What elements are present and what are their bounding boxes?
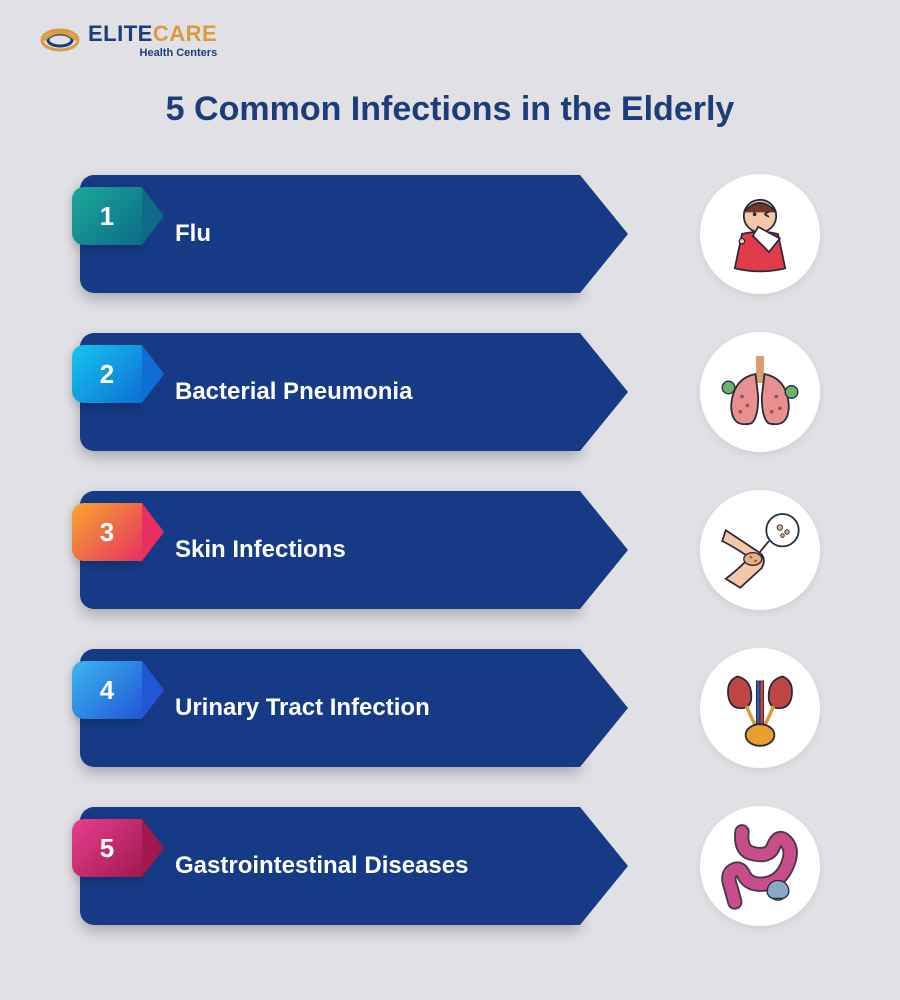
item-number: 5 (100, 833, 114, 864)
list-item: 1 Flu (80, 174, 820, 294)
list-item: 5 Gastrointestinal Diseases (80, 806, 820, 926)
list-item: 3 Skin Infections (80, 490, 820, 610)
item-label: Skin Infections (175, 536, 346, 565)
item-number-badge: 4 (72, 661, 142, 719)
list-item: 4 Urinary Tract Infection (80, 648, 820, 768)
item-number-badge: 3 (72, 503, 142, 561)
skin-infection-icon (700, 490, 820, 610)
item-number-badge: 1 (72, 187, 142, 245)
item-arrow-box: 1 Flu (80, 175, 580, 293)
item-number: 2 (100, 359, 114, 390)
item-label: Gastrointestinal Diseases (175, 852, 468, 881)
item-label: Flu (175, 220, 211, 249)
pneumonia-icon (700, 332, 820, 452)
item-number: 4 (100, 675, 114, 706)
flu-icon (700, 174, 820, 294)
item-arrow-box: 5 Gastrointestinal Diseases (80, 807, 580, 925)
item-number: 1 (100, 201, 114, 232)
item-label: Urinary Tract Infection (175, 694, 430, 723)
logo-subtext: Health Centers (88, 47, 217, 59)
item-number-badge: 2 (72, 345, 142, 403)
item-number-badge: 5 (72, 819, 142, 877)
infection-list: 1 Flu 2 Bacterial Pneumonia (40, 174, 860, 926)
item-number: 3 (100, 517, 114, 548)
list-item: 2 Bacterial Pneumonia (80, 332, 820, 452)
page-title: 5 Common Infections in the Elderly (40, 90, 860, 129)
logo-icon (40, 20, 80, 60)
gi-icon (700, 806, 820, 926)
logo-text: ELITECARE (88, 21, 217, 47)
uti-icon (700, 648, 820, 768)
item-arrow-box: 2 Bacterial Pneumonia (80, 333, 580, 451)
logo: ELITECARE Health Centers (40, 20, 860, 60)
item-arrow-box: 4 Urinary Tract Infection (80, 649, 580, 767)
item-arrow-box: 3 Skin Infections (80, 491, 580, 609)
item-label: Bacterial Pneumonia (175, 378, 412, 407)
